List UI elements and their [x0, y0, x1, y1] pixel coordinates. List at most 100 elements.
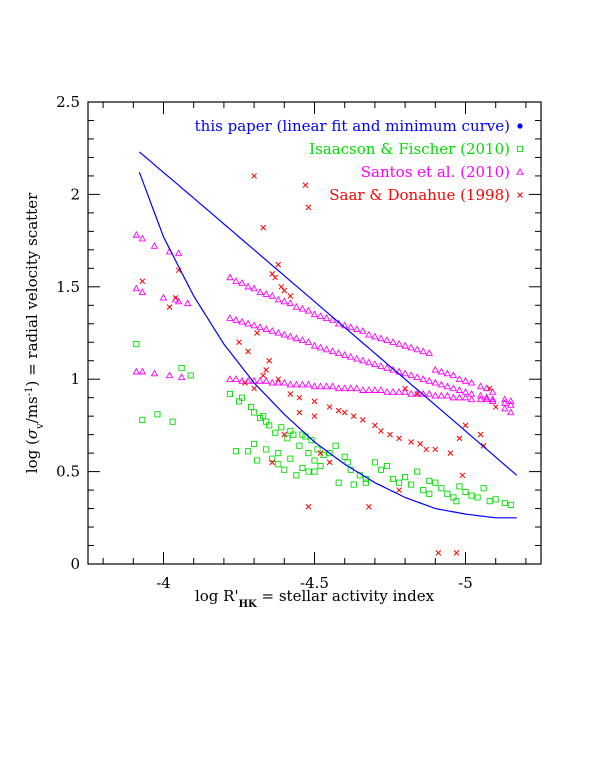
santos-point: [431, 391, 440, 399]
santos-point: [274, 328, 283, 336]
plot-area: -4 -4.5 -5 0 0.5 1 1.5 2 2.5: [56, 93, 542, 592]
santos-point: [383, 336, 391, 344]
saar-donahue-point: [251, 385, 257, 392]
isaacson-fischer-point: [314, 446, 321, 453]
santos-point: [449, 393, 458, 401]
santos-point: [138, 234, 147, 242]
santos-point: [461, 393, 470, 401]
santos-point: [226, 314, 234, 321]
saar-donahue-point: [287, 293, 294, 299]
isaacson-fischer-point: [284, 435, 291, 442]
santos-point: [316, 312, 325, 320]
santos-point: [507, 408, 515, 416]
isaacson-fischer-point: [501, 499, 508, 507]
santos-point: [150, 242, 159, 249]
santos-point: [371, 386, 379, 393]
legend-santos-marker: [516, 167, 524, 175]
santos-point: [437, 367, 446, 375]
santos-point: [346, 352, 355, 360]
santos-point: [371, 332, 379, 340]
santos-point: [256, 376, 264, 384]
santos-point: [407, 343, 415, 351]
saar-donahue-point: [378, 428, 384, 434]
santos-point: [500, 399, 509, 406]
santos-point: [238, 376, 246, 384]
santos-point: [334, 384, 343, 392]
isaacson-fischer-point: [278, 424, 285, 431]
santos-point: [250, 321, 258, 329]
santos-point: [174, 249, 183, 257]
santos-point: [340, 351, 349, 358]
santos-point: [177, 373, 186, 381]
minimum-curve-line: [138, 171, 517, 519]
saar-donahue-point: [326, 459, 333, 466]
santos-point: [500, 395, 509, 403]
santos-point: [353, 354, 361, 362]
isaacson-fischer-point: [456, 483, 463, 490]
santos-point: [238, 278, 246, 286]
santos-point: [268, 291, 276, 299]
santos-point: [359, 327, 367, 334]
santos-point: [316, 382, 325, 390]
saar-donahue-point: [432, 446, 439, 453]
saar-donahue-point: [387, 431, 393, 438]
saar-donahue-point: [275, 376, 282, 383]
y-tick-label: 2.5: [56, 93, 80, 111]
santos-point: [353, 384, 361, 392]
saar-donahue-point: [447, 450, 454, 456]
isaacson-fischer-point: [133, 341, 140, 348]
isaacson-fischer-point: [299, 464, 306, 471]
y-tick-label: 2: [70, 185, 80, 203]
santos-point: [268, 378, 276, 386]
santos-point: [286, 332, 295, 340]
santos-point: [425, 349, 434, 356]
saar-donahue-point: [408, 439, 414, 445]
saar-donahue-point: [453, 550, 460, 556]
saar-donahue-point: [251, 173, 257, 179]
santos-point: [346, 323, 355, 331]
isaacson-fischer-point: [377, 466, 384, 473]
isaacson-fischer-point: [305, 468, 312, 475]
isaacson-fischer-point: [296, 442, 303, 449]
isaacson-fischer-point: [332, 442, 339, 449]
y-axis-title: log (σv/ms-1) = radial velocity scatter: [23, 192, 46, 473]
santos-point: [377, 386, 385, 393]
saar-donahue-point: [341, 409, 348, 416]
isaacson-fischer-point: [232, 448, 240, 455]
saar-donahue-point: [326, 404, 333, 410]
santos-point: [377, 362, 385, 369]
isaacson-fischer-point: [420, 487, 427, 494]
santos-point: [482, 395, 491, 403]
isaacson-fischer-point: [251, 409, 258, 416]
saar-donahue-point: [414, 391, 421, 397]
santos-point: [377, 334, 385, 342]
saar-donahue-point: [372, 422, 378, 429]
santos-point: [150, 369, 159, 377]
isaacson-fischer-point: [438, 485, 445, 492]
santos-point: [226, 273, 234, 281]
santos-point: [482, 384, 491, 392]
santos-point: [413, 345, 421, 353]
isaacson-fischer-point: [474, 494, 481, 501]
santos-point: [268, 327, 276, 334]
santos-point: [507, 400, 515, 408]
santos-point: [256, 323, 264, 331]
santos-point: [365, 358, 373, 366]
santos-point: [132, 230, 141, 238]
isaacson-fischer-point: [326, 450, 333, 457]
isaacson-fischer-point: [269, 455, 276, 462]
santos-point: [455, 375, 464, 382]
santos-point: [340, 384, 349, 392]
santos-point: [250, 284, 258, 292]
saar-donahue-point: [302, 182, 309, 189]
isaacson-fischer-point: [383, 463, 391, 470]
saar-donahue-point: [492, 404, 499, 410]
santos-point: [407, 371, 415, 379]
santos-point: [232, 315, 240, 323]
santos-point: [389, 388, 397, 395]
santos-point: [500, 404, 509, 412]
isaacson-fischer-point: [317, 463, 324, 470]
santos-point: [443, 391, 452, 399]
santos-point: [467, 395, 476, 403]
saar-donahue-point: [366, 503, 372, 510]
